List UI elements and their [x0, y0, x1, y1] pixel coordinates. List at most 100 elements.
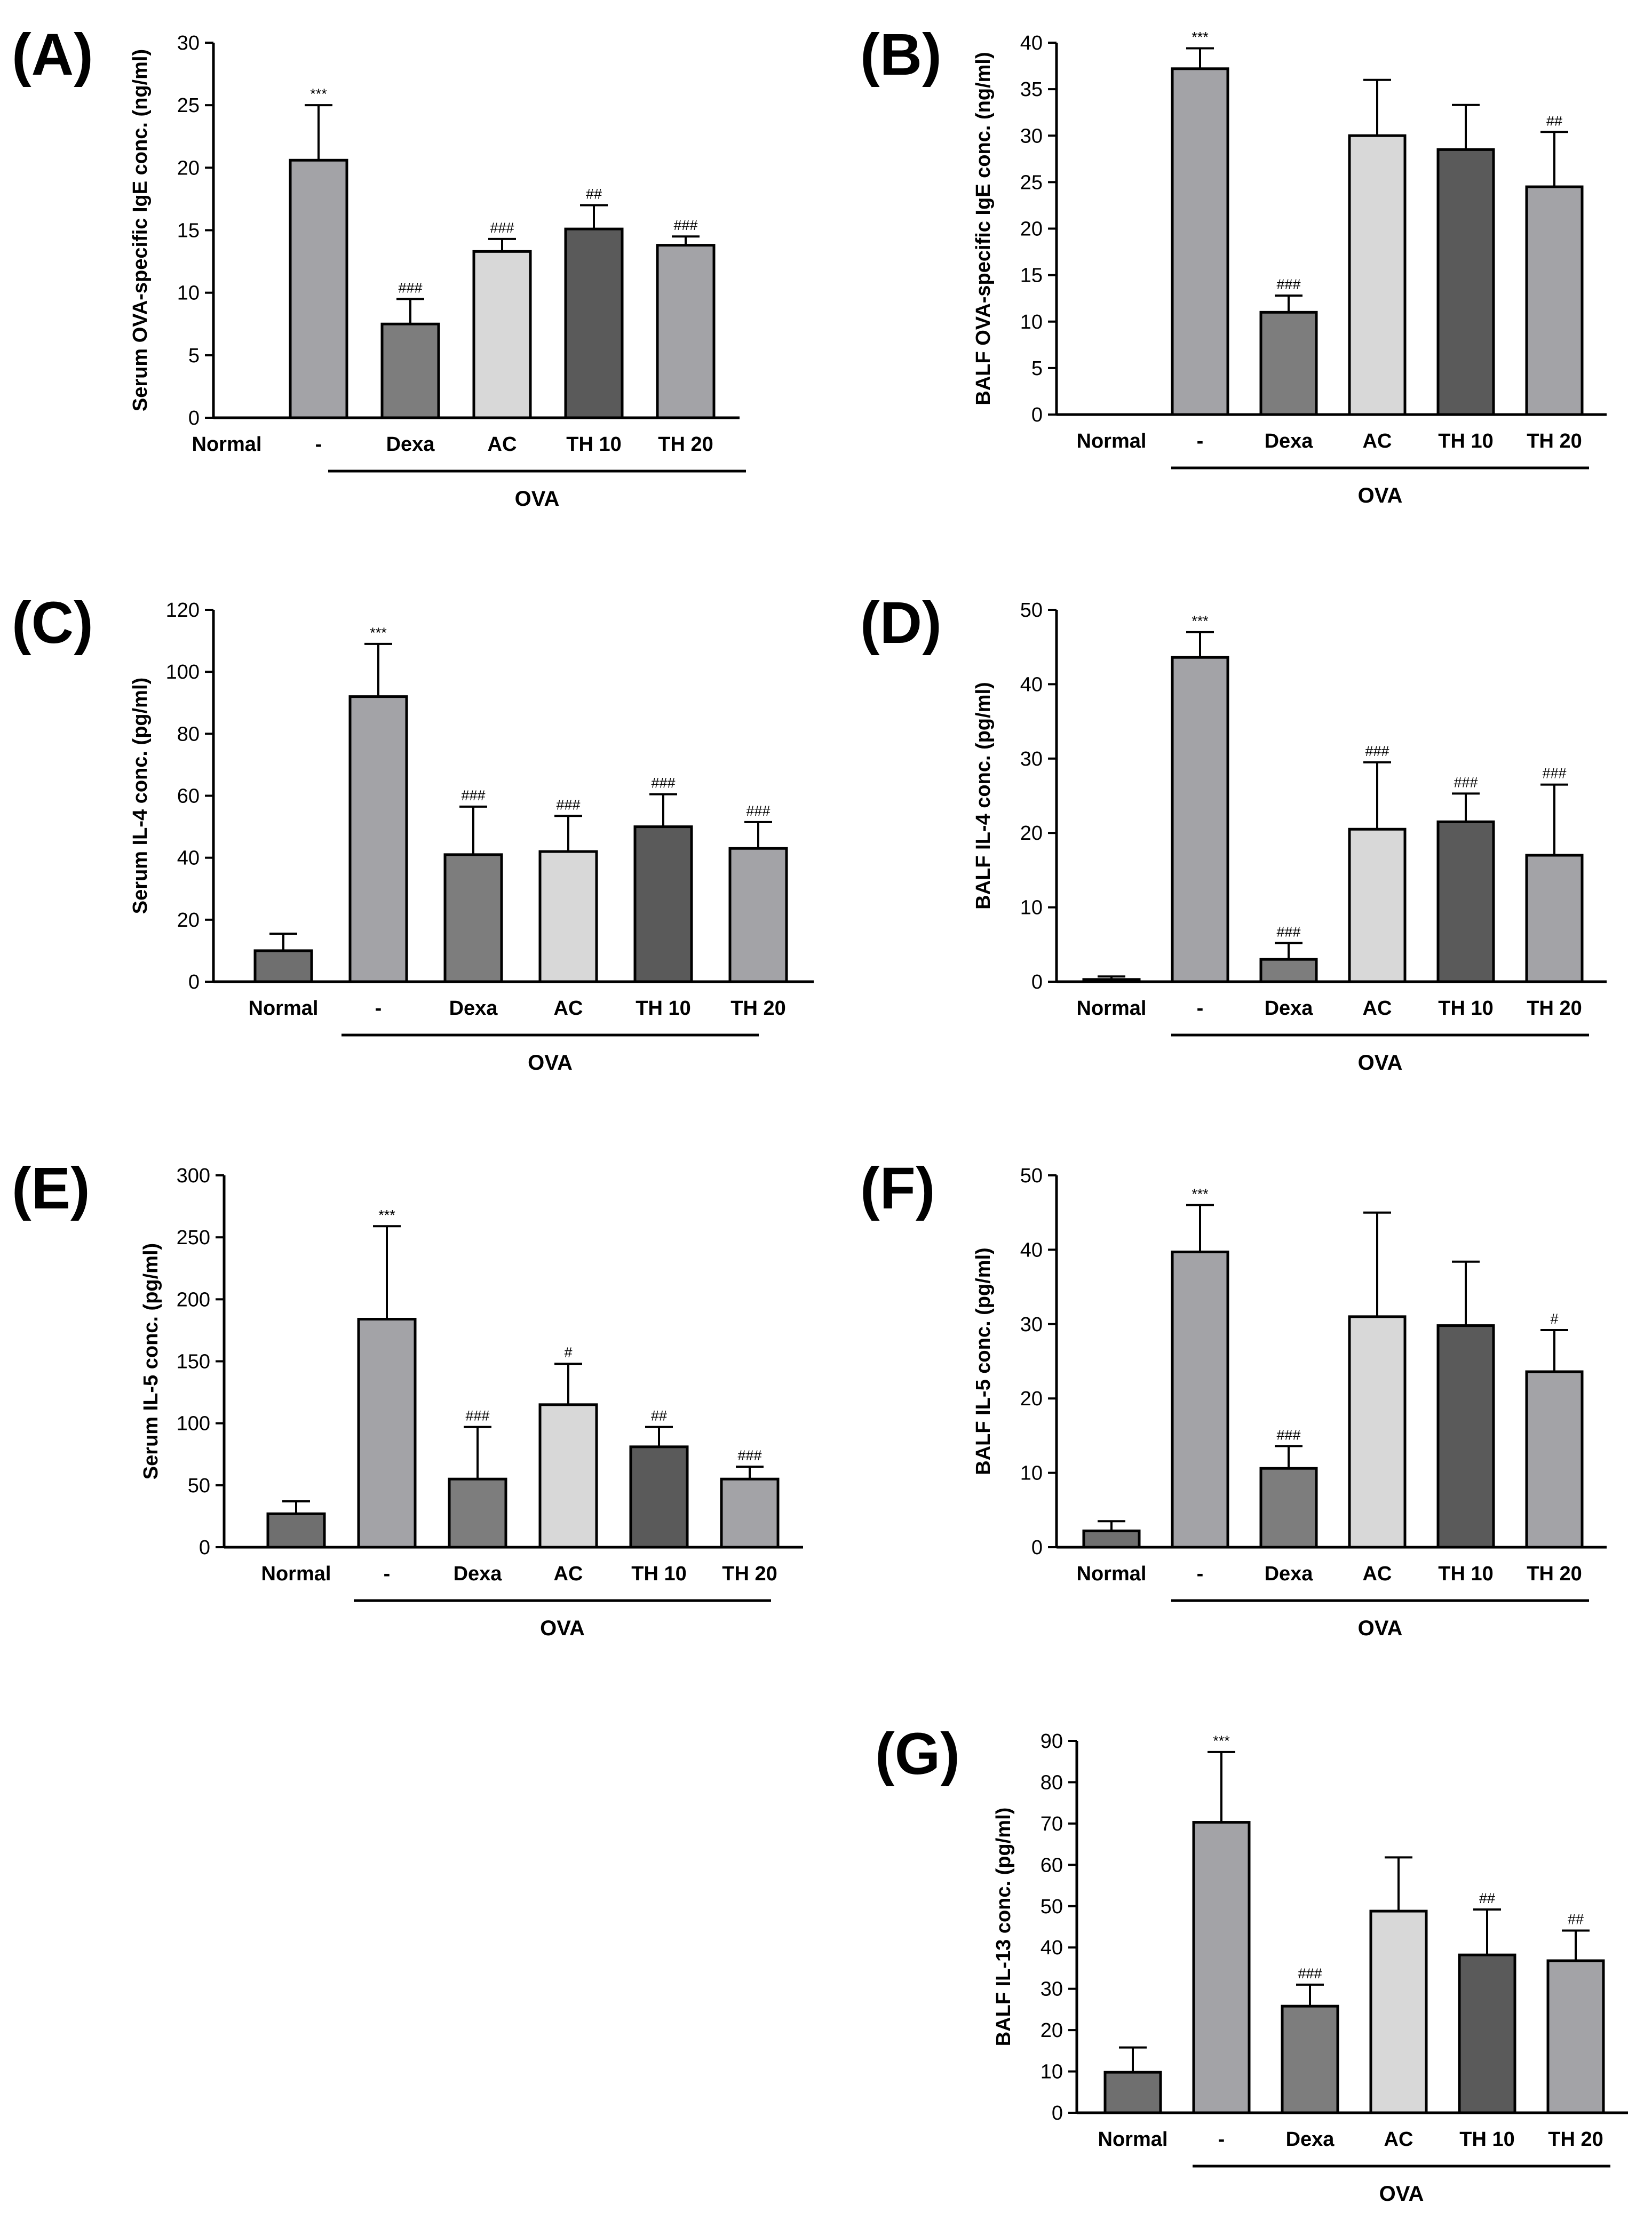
- bar-e-normal: [266, 1512, 326, 1549]
- bar-g-dexa: [1281, 2004, 1339, 2114]
- bar-c-ac: [538, 850, 598, 983]
- category-label-d: TH 20: [1527, 997, 1582, 1020]
- category-label-b: TH 10: [1438, 430, 1493, 452]
- significance-label-a: ###: [673, 217, 697, 233]
- significance-label-d: ***: [1192, 613, 1209, 629]
- significance-label-e: ##: [651, 1408, 667, 1424]
- panel-label-c: (C): [12, 590, 93, 656]
- bar-d-normal: [1082, 978, 1141, 983]
- y-tick-label-f: 0: [1031, 1537, 1043, 1559]
- y-tick-label-a: 0: [188, 407, 200, 429]
- bar-g-normal: [1103, 2071, 1162, 2114]
- y-tick-label-e: 300: [177, 1165, 210, 1187]
- bar-e-th10: [629, 1445, 689, 1549]
- y-tick-label-b: 5: [1031, 357, 1043, 380]
- category-label-e: Normal: [261, 1563, 331, 1585]
- category-label-c: AC: [554, 997, 583, 1020]
- significance-label-a: ##: [586, 186, 602, 202]
- y-axis-title-c: Serum IL-4 conc. (pg/ml): [129, 678, 152, 914]
- significance-label-g: ##: [1479, 1890, 1495, 1906]
- bar-c-th10: [633, 825, 693, 983]
- y-tick-label-c: 20: [177, 909, 200, 932]
- group-label-g: OVA: [1379, 2182, 1424, 2206]
- bar-g-th20: [1546, 1959, 1605, 2114]
- y-axis-title-b: BALF OVA-specific IgE conc. (ng/ml): [972, 52, 995, 405]
- category-label-b: Dexa: [1265, 430, 1314, 452]
- bar-a-th20: [656, 244, 716, 419]
- bar-a-th10: [564, 227, 624, 419]
- y-tick-label-b: 30: [1020, 125, 1043, 147]
- significance-label-c: ###: [746, 803, 770, 819]
- y-tick-label-g: 60: [1041, 1854, 1063, 1876]
- y-tick-label-g: 80: [1041, 1771, 1063, 1794]
- significance-label-d: ###: [1276, 924, 1300, 940]
- category-label-g: TH 10: [1459, 2128, 1514, 2151]
- y-tick-label-f: 30: [1020, 1314, 1043, 1336]
- y-tick-label-b: 10: [1020, 311, 1043, 333]
- significance-label-b: ***: [1192, 29, 1209, 45]
- group-label-b: OVA: [1358, 484, 1403, 507]
- bar-c-normal: [253, 949, 313, 983]
- category-label-f: AC: [1363, 1563, 1392, 1585]
- significance-label-e: #: [564, 1344, 572, 1360]
- group-label-a: OVA: [515, 487, 560, 511]
- y-tick-label-b: 25: [1020, 171, 1043, 194]
- category-label-a: Dexa: [386, 433, 435, 456]
- significance-label-d: ###: [1542, 766, 1566, 782]
- y-tick-label-c: 120: [166, 599, 200, 622]
- bar-e-th20: [720, 1477, 780, 1549]
- bar-b-dexa: [1259, 311, 1318, 416]
- y-tick-label-d: 40: [1020, 673, 1043, 696]
- y-tick-label-a: 5: [188, 345, 200, 367]
- y-tick-label-a: 25: [177, 94, 200, 117]
- significance-label-g: ##: [1568, 1911, 1584, 1927]
- y-tick-label-e: 100: [177, 1413, 210, 1435]
- y-axis-title-d: BALF IL-4 conc. (pg/ml): [972, 682, 995, 909]
- category-label-e: TH 10: [631, 1563, 686, 1585]
- bar-f-normal: [1082, 1529, 1141, 1549]
- y-tick-label-c: 100: [166, 661, 200, 683]
- panel-label-e: (E): [12, 1156, 90, 1221]
- category-label-a: TH 10: [566, 433, 621, 456]
- significance-label-b: ###: [1276, 276, 1300, 292]
- bar-b-ac: [1348, 134, 1407, 416]
- y-tick-label-d: 10: [1020, 897, 1043, 919]
- category-label-b: AC: [1363, 430, 1392, 452]
- significance-label-d: ###: [1365, 743, 1389, 759]
- category-label-f: Dexa: [1265, 1563, 1314, 1585]
- y-tick-label-g: 40: [1041, 1937, 1063, 1959]
- bar-a-ac: [472, 250, 532, 419]
- panel-label-b: (B): [860, 22, 942, 87]
- category-label-a: -: [315, 433, 322, 456]
- bar-f-ac: [1348, 1315, 1407, 1549]
- y-axis-title-f: BALF IL-5 conc. (pg/ml): [972, 1247, 995, 1475]
- group-label-f: OVA: [1358, 1617, 1403, 1640]
- significance-label-c: ***: [370, 625, 387, 641]
- bar-e-ac: [538, 1403, 598, 1549]
- category-label-f: Normal: [1077, 1563, 1147, 1585]
- y-tick-label-f: 50: [1020, 1165, 1043, 1187]
- category-label-e: -: [384, 1563, 391, 1585]
- category-label-d: Dexa: [1265, 997, 1314, 1020]
- significance-label-e: ###: [465, 1408, 489, 1424]
- y-tick-label-a: 30: [177, 32, 200, 54]
- category-label-g: Normal: [1098, 2128, 1168, 2151]
- bar-d-dexa: [1259, 958, 1318, 983]
- category-label-g: -: [1218, 2128, 1225, 2151]
- bar-f-th20: [1525, 1370, 1584, 1549]
- category-label-a: AC: [488, 433, 517, 456]
- significance-label-e: ***: [378, 1207, 395, 1223]
- category-label-g: TH 20: [1548, 2128, 1603, 2151]
- category-label-c: TH 10: [636, 997, 690, 1020]
- significance-label-f: #: [1550, 1311, 1558, 1327]
- panel-label-a: (A): [12, 22, 93, 87]
- y-tick-label-d: 50: [1020, 599, 1043, 622]
- significance-label-d: ###: [1454, 774, 1478, 790]
- category-label-g: Dexa: [1286, 2128, 1335, 2151]
- y-axis-title-g: BALF IL-13 conc. (pg/ml): [992, 1808, 1015, 2047]
- chart-panel-g: (G) 0 10 20 30 40 50 60 70 80 90 BALF IL-13 conc. (…: [875, 1721, 1628, 2206]
- significance-label-a: ###: [490, 220, 514, 236]
- bar-g-ac: [1369, 1909, 1428, 2114]
- y-tick-label-g: 20: [1041, 2019, 1063, 2042]
